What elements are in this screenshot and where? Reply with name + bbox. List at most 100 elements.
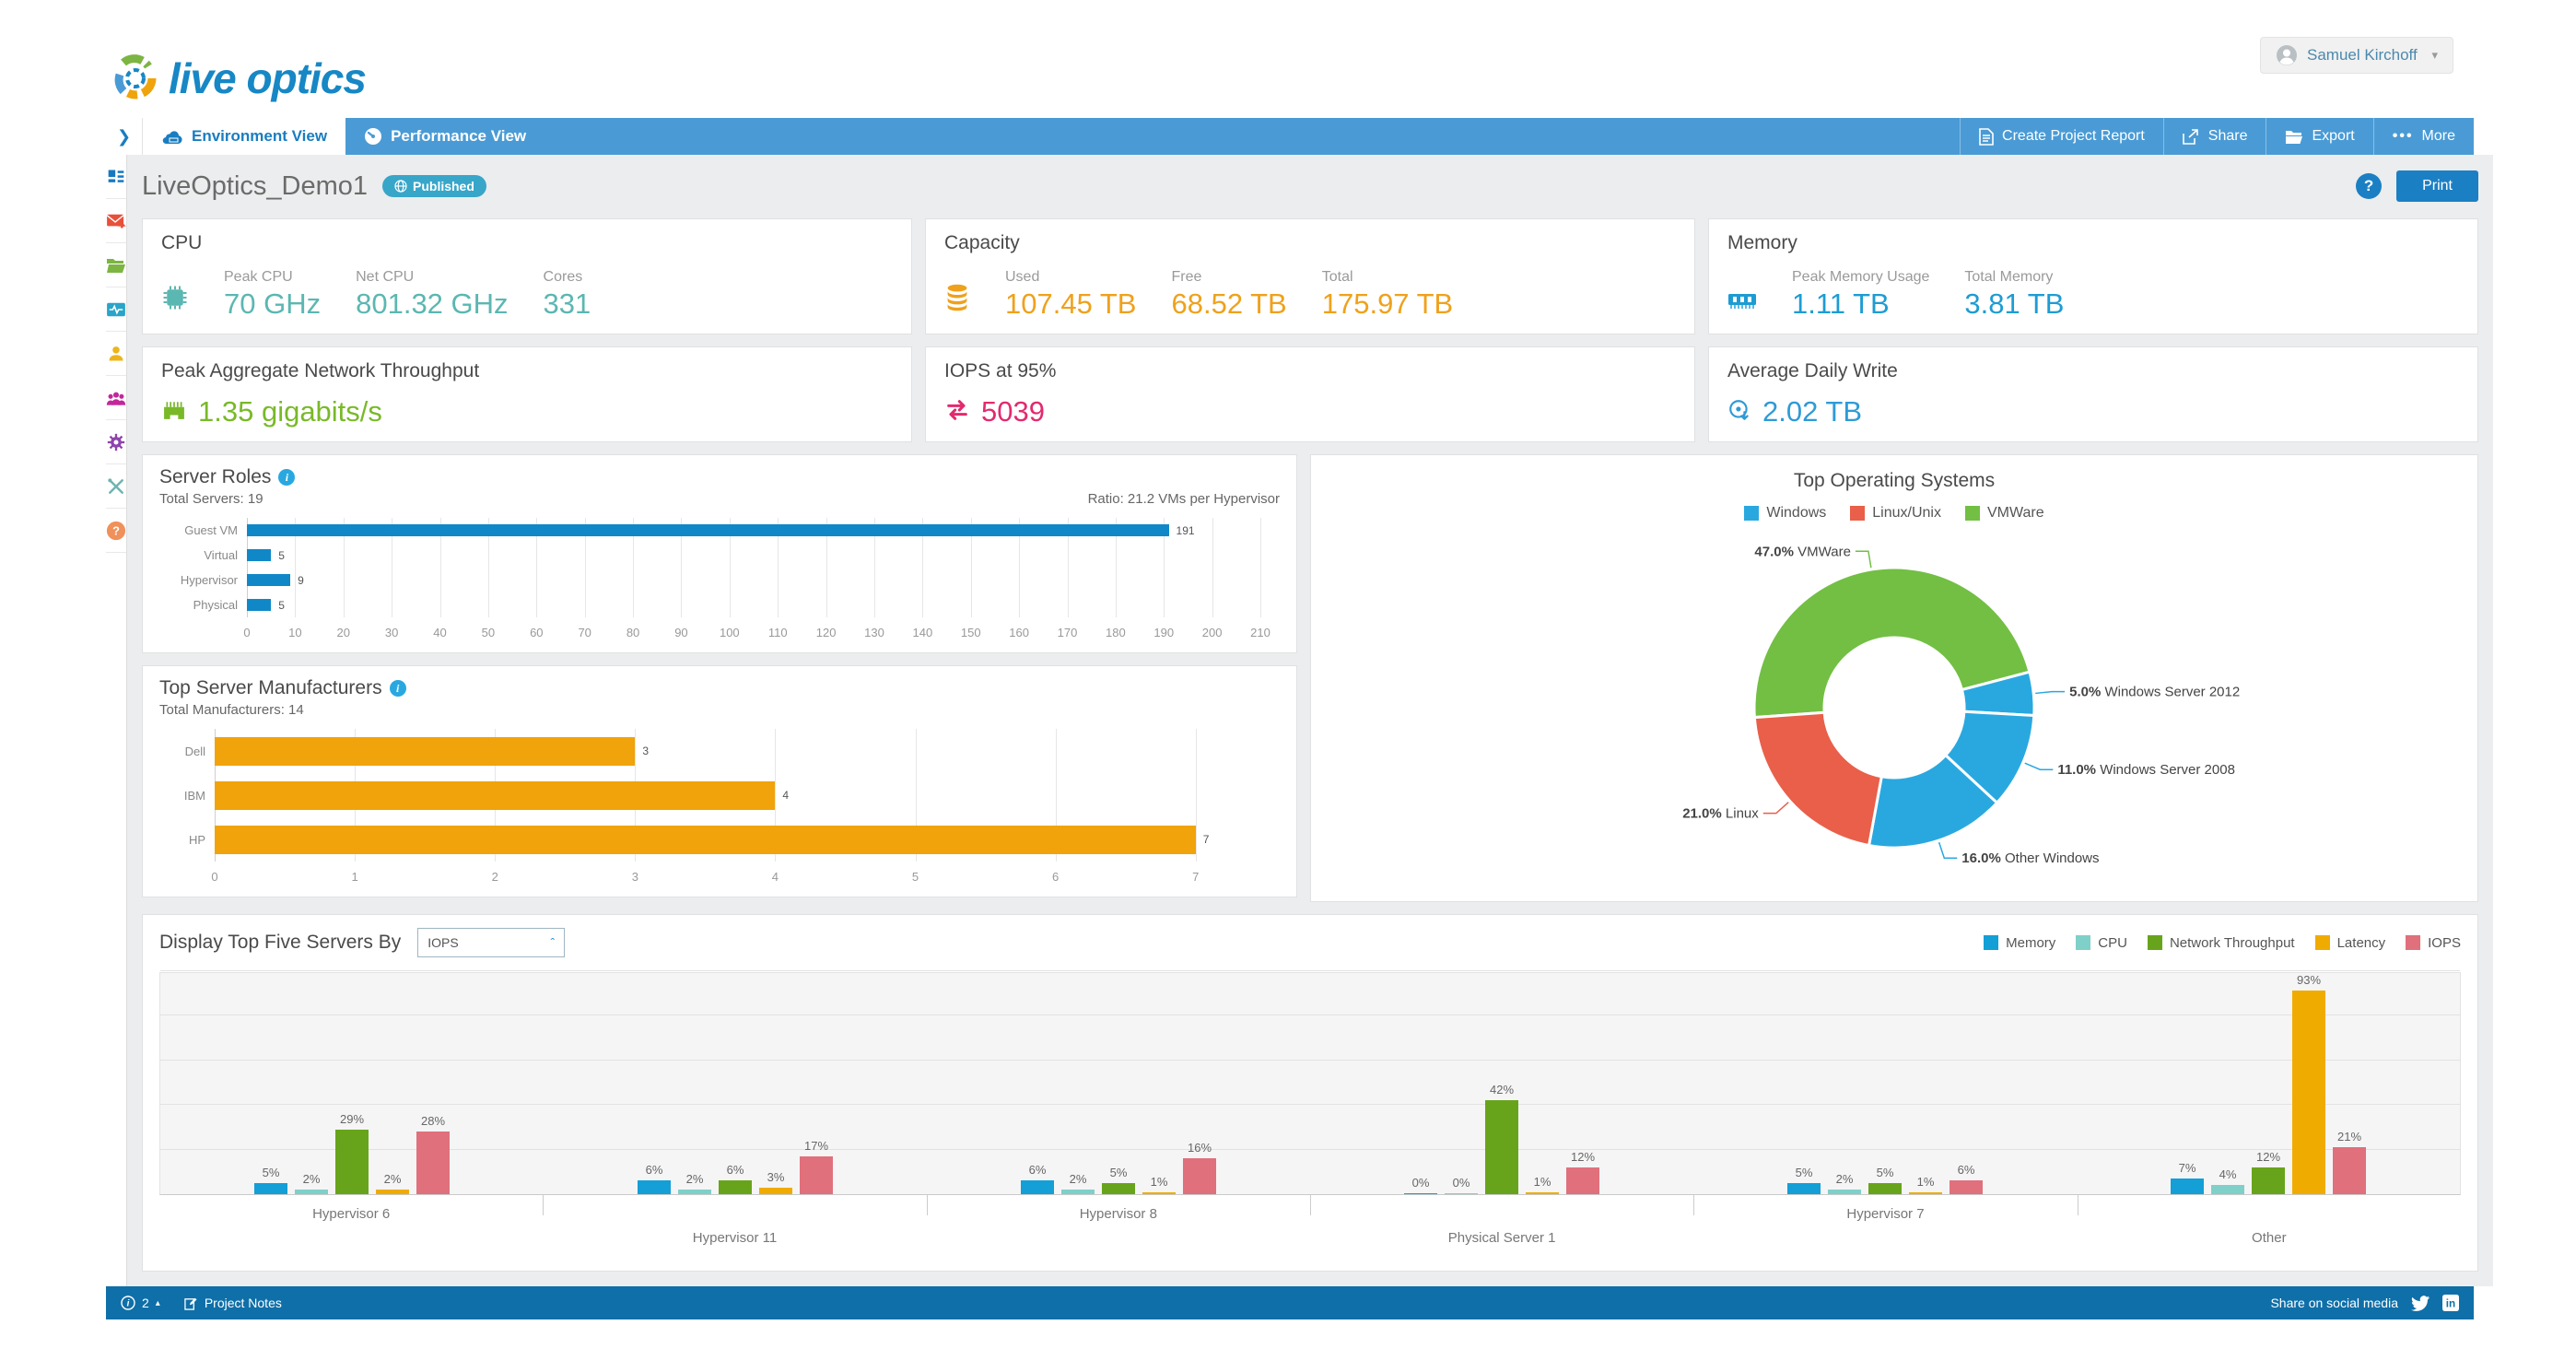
sidebar-item-settings[interactable] (106, 420, 126, 464)
export-button[interactable]: Export (2266, 118, 2372, 155)
sidebar-item-profile[interactable] (106, 332, 126, 376)
project-notes-button[interactable]: Project Notes (184, 1296, 282, 1310)
svg-text:in: in (2446, 1298, 2455, 1310)
chart-title: Server Roles (159, 466, 272, 487)
legend-swatch (2147, 935, 2162, 950)
bar (215, 736, 636, 766)
print-button[interactable]: Print (2396, 170, 2478, 202)
sidebar-item-projects[interactable] (106, 243, 126, 287)
donut-leader-line (2024, 762, 2054, 770)
info-icon[interactable]: i (278, 469, 296, 486)
svg-text:?: ? (112, 523, 120, 537)
group-category-label: Other (2252, 1230, 2287, 1246)
user-menu[interactable]: Samuel Kirchoff ▾ (2260, 37, 2453, 74)
bar-group: 5% 2% 29% 2% 28% (160, 973, 544, 1194)
help-button[interactable]: ? (2356, 173, 2383, 199)
card-title: Average Daily Write (1727, 360, 1898, 381)
group-category-label: Hypervisor 7 (1846, 1206, 1925, 1222)
more-button[interactable]: ••• More (2372, 118, 2474, 155)
bar (1404, 1193, 1437, 1194)
group-category-label: Hypervisor 6 (312, 1206, 391, 1222)
donut-leader-line (1938, 841, 1958, 859)
sidebar-item-mail[interactable] (106, 199, 126, 243)
tab-performance-view[interactable]: Performance View (345, 118, 544, 155)
bar (1183, 1158, 1216, 1194)
metric-label: Total Memory (1964, 269, 2054, 285)
bar-value-label: 5 (278, 598, 285, 612)
bar-value-label: 0% (1452, 1176, 1470, 1190)
donut-leader-line (1855, 550, 1872, 569)
bar-value-label: 5% (1109, 1165, 1128, 1179)
bar (215, 825, 1196, 854)
sidebar-collapse-button[interactable]: ❯ (106, 118, 143, 155)
tab-environment-view[interactable]: Environment View (143, 118, 346, 155)
card-title: Peak Aggregate Network Throughput (161, 360, 480, 381)
bar (416, 1132, 450, 1194)
bar-category-label: Guest VM (184, 523, 238, 537)
linkedin-icon[interactable]: in (2442, 1295, 2459, 1311)
bar-value-label: 2% (1835, 1172, 1854, 1187)
action-label: Create Project Report (2002, 128, 2145, 144)
bar-value-label: 7 (1202, 833, 1210, 846)
notes-count-button[interactable]: i 2 ▴ (121, 1296, 160, 1310)
info-icon: i (121, 1296, 135, 1310)
legend-item: Memory (1984, 935, 2055, 951)
donut-slice-label: 16.0% Other Windows (1961, 850, 2099, 866)
tab-label: Performance View (391, 127, 527, 145)
action-label: Export (2312, 128, 2355, 144)
avatar-icon (2277, 45, 2297, 65)
bar-value-label: 16% (1187, 1141, 1212, 1155)
bar-value-label: 9 (298, 573, 304, 587)
bar (1950, 1180, 1983, 1194)
metric-value: 70 GHz (224, 287, 322, 320)
bar (2171, 1179, 2204, 1194)
donut-leader-line (2035, 690, 2066, 695)
metric-label: Used (1005, 269, 1040, 285)
bar-category-label: HP (188, 832, 205, 847)
share-social-label: Share on social media (2270, 1296, 2398, 1310)
bar (247, 524, 1169, 536)
chart-title: Display Top Five Servers By (159, 932, 402, 953)
bar-group: 0% 0% 42% 1% 12% (1310, 973, 1693, 1194)
share-button[interactable]: Share (2162, 118, 2266, 155)
bar (1445, 1193, 1478, 1194)
manufacturers-bar-chart: Dell 3 IBM 4 HP 7 0 1 2 3 4 5 6 7 (159, 729, 1280, 885)
logo-text: live optics (169, 54, 367, 102)
bar (254, 1182, 287, 1194)
sidebar-item-team[interactable] (106, 376, 126, 420)
card-title: IOPS at 95% (944, 360, 1057, 381)
metric-label: Cores (543, 269, 583, 285)
bar-value-label: 5% (1795, 1165, 1813, 1179)
sidebar-item-performance[interactable] (106, 287, 126, 332)
sidebar-item-help[interactable]: ? (106, 509, 126, 553)
sidebar-item-tools[interactable] (106, 464, 126, 509)
legend-label: Latency (2336, 934, 2386, 951)
legend-item: IOPS (2406, 935, 2461, 951)
capacity-card: Capacity Used 107.45 TB Free 68.52 TB (925, 218, 1695, 334)
bar-value-label: 2% (383, 1172, 402, 1187)
bar-value-label: 17% (803, 1138, 829, 1153)
bar-value-label: 5 (278, 548, 285, 562)
disk-write-icon (1727, 398, 1751, 427)
create-project-report-button[interactable]: Create Project Report (1960, 118, 2163, 155)
bar-group: 6% 2% 5% 1% 16% (927, 973, 1310, 1194)
badge-label: Published (413, 179, 474, 193)
bar (1526, 1191, 1559, 1194)
metric-label: Peak Memory Usage (1792, 269, 1930, 285)
legend-swatch (1850, 506, 1866, 521)
metric-value: 175.97 TB (1321, 287, 1454, 320)
sidebar-item-dashboard[interactable] (106, 155, 126, 199)
metric-select-dropdown[interactable]: IOPS ˆ (417, 928, 566, 957)
donut-slice-label: 11.0% Windows Server 2008 (2057, 762, 2235, 778)
bar (1909, 1191, 1942, 1194)
top-five-servers-card: Display Top Five Servers By IOPS ˆ Memor… (142, 914, 2478, 1272)
bar (2211, 1185, 2244, 1194)
legend-swatch (2314, 935, 2330, 950)
sidebar: ? (106, 155, 127, 1286)
bar-value-label: 2% (685, 1172, 704, 1187)
bar (335, 1129, 369, 1194)
twitter-icon[interactable] (2411, 1295, 2430, 1311)
legend-label: Network Throughput (2169, 934, 2295, 951)
info-icon[interactable]: i (389, 680, 406, 697)
metric-value: 68.52 TB (1171, 287, 1287, 320)
